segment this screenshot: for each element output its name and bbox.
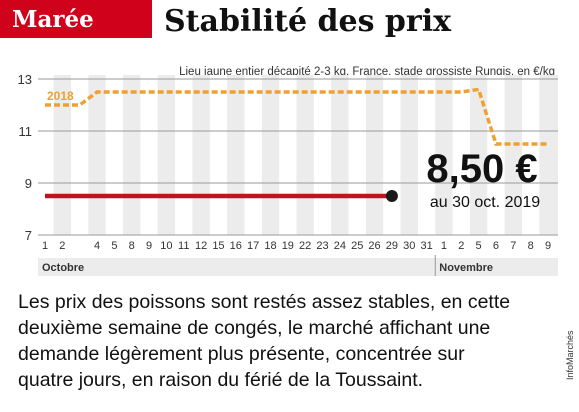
x-tick-label: 31 bbox=[420, 240, 432, 252]
y-tick-label: 11 bbox=[19, 124, 33, 139]
y-tick-label: 13 bbox=[18, 72, 32, 87]
y-tick-label: 7 bbox=[25, 228, 32, 243]
annotation: au 30 oct. 2019 bbox=[430, 194, 540, 211]
chart-title: Stabilité des prix bbox=[164, 4, 452, 39]
x-tick-label: 24 bbox=[334, 240, 346, 252]
x-tick-label: 23 bbox=[316, 240, 328, 252]
x-tick-label: 10 bbox=[160, 240, 172, 252]
caption-line: deuxième semaine de congés, le marché af… bbox=[18, 317, 490, 339]
x-tick-label: 19 bbox=[282, 240, 294, 252]
stripe bbox=[348, 75, 366, 235]
x-tick-label: 8 bbox=[528, 240, 534, 252]
stripe bbox=[209, 75, 228, 235]
stripe bbox=[140, 75, 158, 235]
stripe bbox=[417, 75, 436, 235]
x-tick-label: 8 bbox=[129, 240, 135, 252]
x-tick-label: 4 bbox=[94, 240, 100, 252]
x-tick-label: 11 bbox=[178, 240, 189, 252]
stripe bbox=[244, 75, 262, 235]
x-tick-label: 26 bbox=[368, 240, 380, 252]
credit: InfoMarchés bbox=[565, 330, 575, 380]
x-tick-label: 9 bbox=[146, 240, 152, 252]
y-tick-label: 9 bbox=[25, 176, 32, 191]
stripe bbox=[313, 75, 332, 235]
stripe bbox=[105, 75, 124, 235]
stripe bbox=[487, 75, 505, 235]
x-tick-label: 30 bbox=[403, 240, 415, 252]
stripe bbox=[452, 75, 470, 235]
x-tick-label: 5 bbox=[111, 240, 117, 252]
month-band bbox=[38, 258, 558, 276]
series-label: 2018 bbox=[47, 89, 74, 103]
x-tick-label: 18 bbox=[264, 240, 276, 252]
plot-background bbox=[38, 75, 558, 235]
stripe bbox=[521, 75, 540, 235]
caption-line: quatre jours, en raison du férié de la T… bbox=[18, 369, 423, 391]
caption-line: Les prix des poissons sont restés assez … bbox=[18, 291, 510, 313]
month-label: Octobre bbox=[42, 262, 84, 274]
x-tick-label: 6 bbox=[493, 240, 499, 252]
x-tick-label: 29 bbox=[386, 240, 398, 252]
x-tick-label: 16 bbox=[230, 240, 242, 252]
x-tick-label: 5 bbox=[476, 240, 482, 252]
kicker-box bbox=[0, 0, 152, 38]
x-tick-label: 1 bbox=[441, 240, 447, 252]
x-tick-label: 22 bbox=[299, 240, 311, 252]
x-tick-label: 9 bbox=[545, 240, 551, 252]
value-label: 8,50 € bbox=[426, 147, 537, 191]
caption-line: demande légèrement plus présente, concen… bbox=[18, 343, 465, 365]
series-line bbox=[45, 87, 548, 146]
x-tick-label: 15 bbox=[212, 240, 224, 252]
kicker: Marée bbox=[12, 6, 94, 33]
end-point bbox=[385, 190, 398, 202]
x-tick-label: 25 bbox=[351, 240, 363, 252]
x-tick-label: 2 bbox=[458, 240, 464, 252]
x-tick-label: 17 bbox=[247, 240, 259, 252]
month-label: Novembre bbox=[439, 262, 493, 274]
x-tick-label: 7 bbox=[510, 240, 516, 252]
stripe bbox=[383, 75, 401, 235]
x-tick-label: 2 bbox=[59, 240, 65, 252]
x-tick-label: 12 bbox=[195, 240, 207, 252]
stripe bbox=[279, 75, 297, 235]
stripe bbox=[175, 75, 193, 235]
x-tick-label: 1 bbox=[42, 240, 48, 252]
